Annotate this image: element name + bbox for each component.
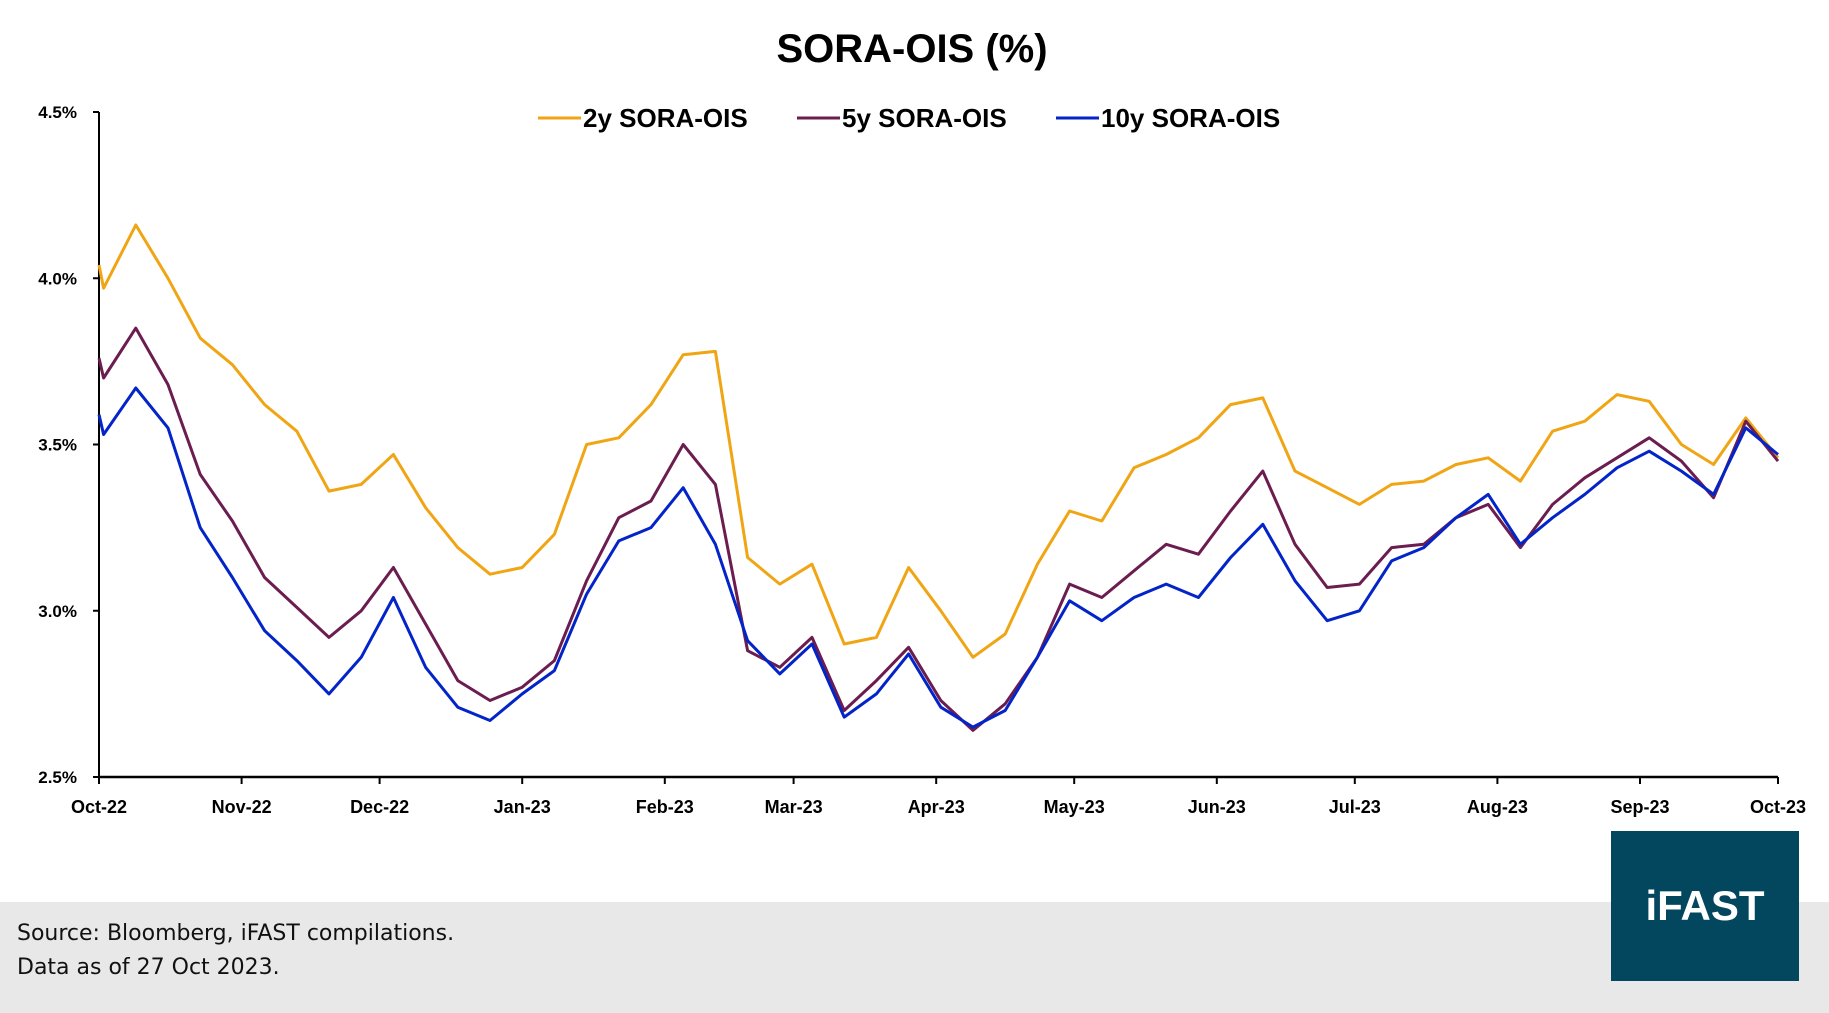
x-tick-label: Dec-22 xyxy=(350,797,409,817)
y-tick-label: 4.5% xyxy=(38,103,77,122)
series-lines xyxy=(97,223,1780,732)
legend-label: 5y SORA-OIS xyxy=(842,103,1007,133)
source-note: Source: Bloomberg, iFAST compilations. xyxy=(17,921,455,946)
series-line-10y xyxy=(97,386,1779,729)
footer-band xyxy=(0,902,1829,1013)
legend: 2y SORA-OIS 5y SORA-OIS 10y SORA-OIS xyxy=(538,103,1280,133)
series-line-5y xyxy=(97,326,1780,732)
x-tick-label: May-23 xyxy=(1044,797,1105,817)
legend-label: 10y SORA-OIS xyxy=(1101,103,1280,133)
x-tick-label: Aug-23 xyxy=(1467,797,1528,817)
y-axis: 2.5% 3.0% 3.5% 4.0% 4.5% xyxy=(38,103,100,787)
x-tick-label: Sep-23 xyxy=(1610,797,1669,817)
x-axis: Oct-22 Nov-22 Dec-22 Jan-23 Feb-23 Mar-23 Apr-… xyxy=(71,775,1806,817)
x-tick-label: Mar-23 xyxy=(765,797,823,817)
y-tick-label: 4.0% xyxy=(38,269,77,288)
series-line-2y xyxy=(97,223,1780,659)
y-tick-label: 2.5% xyxy=(38,768,77,787)
legend-label: 2y SORA-OIS xyxy=(583,103,748,133)
x-tick-label: Jan-23 xyxy=(494,797,551,817)
data-date-note: Data as of 27 Oct 2023. xyxy=(17,955,280,980)
x-tick-label: Jun-23 xyxy=(1188,797,1246,817)
x-tick-label: Feb-23 xyxy=(636,797,694,817)
x-tick-label: Apr-23 xyxy=(908,797,965,817)
x-tick-label: Oct-22 xyxy=(71,797,127,817)
x-tick-label: Oct-23 xyxy=(1750,797,1806,817)
x-tick-label: Jul-23 xyxy=(1329,797,1381,817)
ifast-logo: iFAST xyxy=(1611,831,1799,981)
chart-title: SORA-OIS (%) xyxy=(776,27,1047,71)
y-tick-label: 3.0% xyxy=(38,602,77,621)
x-tick-label: Nov-22 xyxy=(212,797,272,817)
y-tick-label: 3.5% xyxy=(38,436,77,455)
sora-ois-chart: SORA-OIS (%) 2y SORA-OIS 5y SORA-OIS 10y S… xyxy=(38,27,1806,817)
